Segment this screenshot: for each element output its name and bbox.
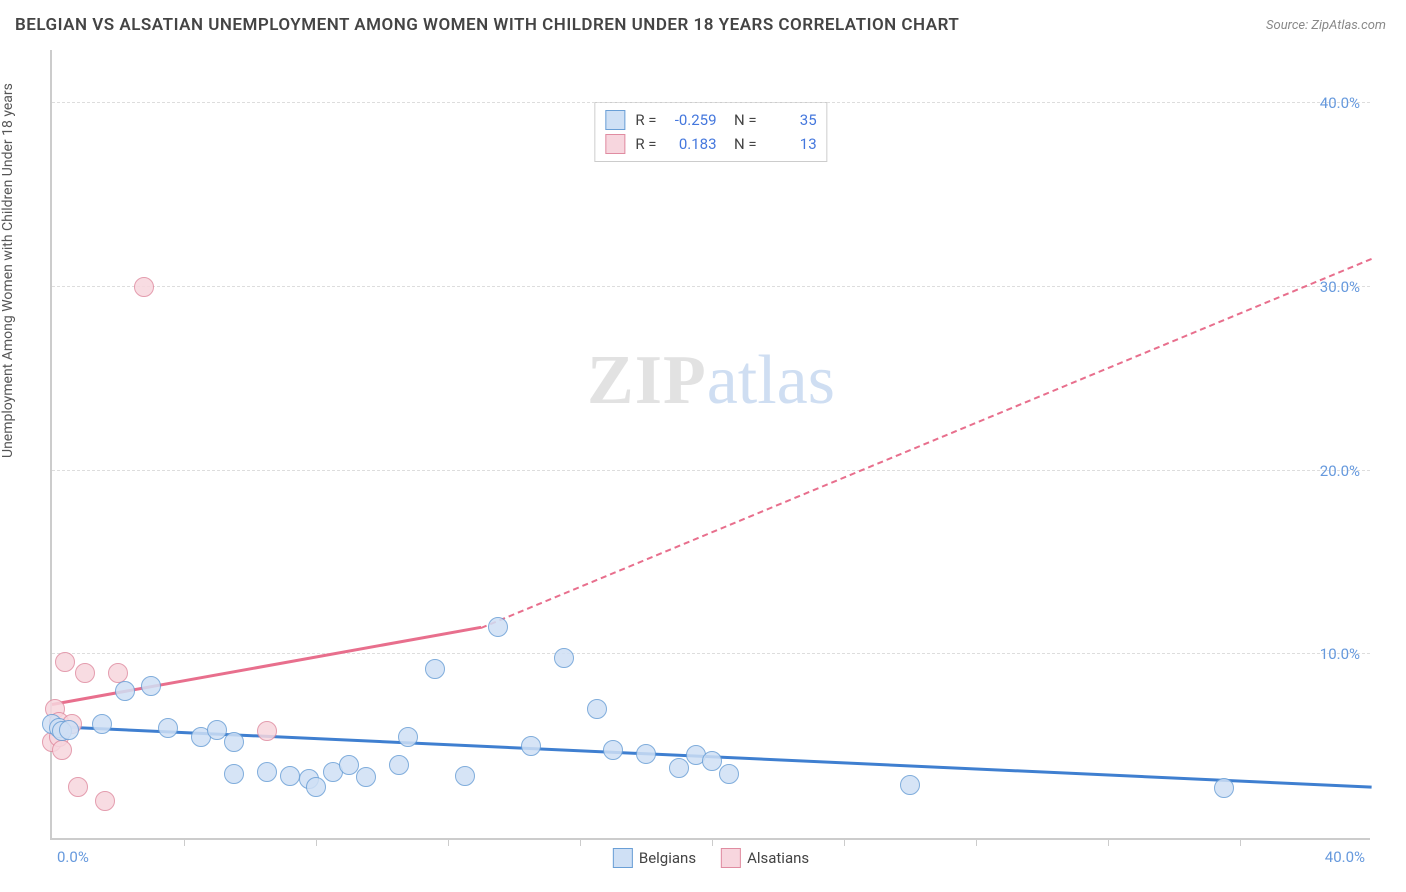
source-attribution: Source: ZipAtlas.com: [1266, 18, 1386, 33]
legend-item: Alsatians: [721, 848, 809, 868]
trend-line-projected: [481, 257, 1373, 628]
n-value: 13: [767, 132, 817, 156]
data-point-alsatians: [108, 663, 128, 683]
data-point-belgians: [455, 766, 475, 786]
x-tick-mark: [976, 838, 977, 846]
data-point-belgians: [115, 681, 135, 701]
y-tick-label: 10.0%: [1320, 645, 1360, 663]
gridline: [52, 286, 1370, 287]
watermark: ZIPatlas: [587, 341, 835, 421]
data-point-belgians: [389, 755, 409, 775]
legend-item: Belgians: [613, 848, 696, 868]
x-axis-min-label: 0.0%: [57, 848, 89, 866]
n-label: N =: [727, 132, 757, 156]
chart-title: BELGIAN VS ALSATIAN UNEMPLOYMENT AMONG W…: [15, 15, 959, 35]
x-tick-mark: [580, 838, 581, 846]
legend-row: R = -0.259 N = 35: [605, 108, 816, 132]
data-point-alsatians: [95, 791, 115, 811]
legend-swatch: [605, 110, 625, 130]
legend-label: Alsatians: [747, 849, 809, 867]
legend-swatch: [721, 848, 741, 868]
data-point-belgians: [900, 775, 920, 795]
data-point-belgians: [425, 659, 445, 679]
x-tick-mark: [1108, 838, 1109, 846]
data-point-belgians: [280, 766, 300, 786]
legend-row: R = 0.183 N = 13: [605, 132, 816, 156]
data-point-alsatians: [257, 721, 277, 741]
y-tick-label: 20.0%: [1320, 462, 1360, 480]
data-point-alsatians: [52, 740, 72, 760]
legend-label: Belgians: [639, 849, 696, 867]
data-point-alsatians: [134, 277, 154, 297]
data-point-belgians: [59, 720, 79, 740]
gridline: [52, 470, 1370, 471]
scatter-chart: ZIPatlas R =-0.259 N =35R =0.183 N =13 B…: [50, 50, 1370, 840]
data-point-belgians: [488, 617, 508, 637]
y-axis-label: Unemployment Among Women with Children U…: [0, 83, 16, 458]
data-point-belgians: [356, 767, 376, 787]
series-legend: Belgians Alsatians: [613, 848, 809, 868]
data-point-belgians: [554, 648, 574, 668]
n-value: 35: [767, 108, 817, 132]
y-tick-label: 30.0%: [1320, 278, 1360, 296]
n-label: N =: [727, 108, 757, 132]
legend-swatch: [613, 848, 633, 868]
gridline: [52, 102, 1370, 103]
data-point-belgians: [224, 764, 244, 784]
y-tick-label: 40.0%: [1320, 94, 1360, 112]
r-label: R =: [635, 108, 656, 132]
x-axis-max-label: 40.0%: [1325, 848, 1365, 866]
data-point-belgians: [158, 718, 178, 738]
correlation-legend: R = -0.259 N = 35 R = 0.183 N = 13: [594, 102, 827, 162]
data-point-belgians: [603, 740, 623, 760]
data-point-belgians: [521, 736, 541, 756]
x-tick-mark: [448, 838, 449, 846]
legend-swatch: [605, 134, 625, 154]
data-point-belgians: [92, 714, 112, 734]
data-point-belgians: [719, 764, 739, 784]
data-point-alsatians: [55, 652, 75, 672]
data-point-belgians: [1214, 778, 1234, 798]
data-point-alsatians: [68, 777, 88, 797]
r-value: 0.183: [667, 132, 717, 156]
data-point-alsatians: [75, 663, 95, 683]
x-tick-mark: [844, 838, 845, 846]
x-tick-mark: [316, 838, 317, 846]
data-point-belgians: [257, 762, 277, 782]
data-point-belgians: [224, 732, 244, 752]
x-tick-mark: [1240, 838, 1241, 846]
r-value: -0.259: [667, 108, 717, 132]
data-point-belgians: [141, 676, 161, 696]
r-label: R =: [635, 132, 656, 156]
x-tick-mark: [184, 838, 185, 846]
data-point-belgians: [636, 744, 656, 764]
data-point-belgians: [306, 777, 326, 797]
data-point-belgians: [587, 699, 607, 719]
x-tick-mark: [712, 838, 713, 846]
gridline: [52, 653, 1370, 654]
data-point-belgians: [669, 758, 689, 778]
data-point-belgians: [398, 727, 418, 747]
